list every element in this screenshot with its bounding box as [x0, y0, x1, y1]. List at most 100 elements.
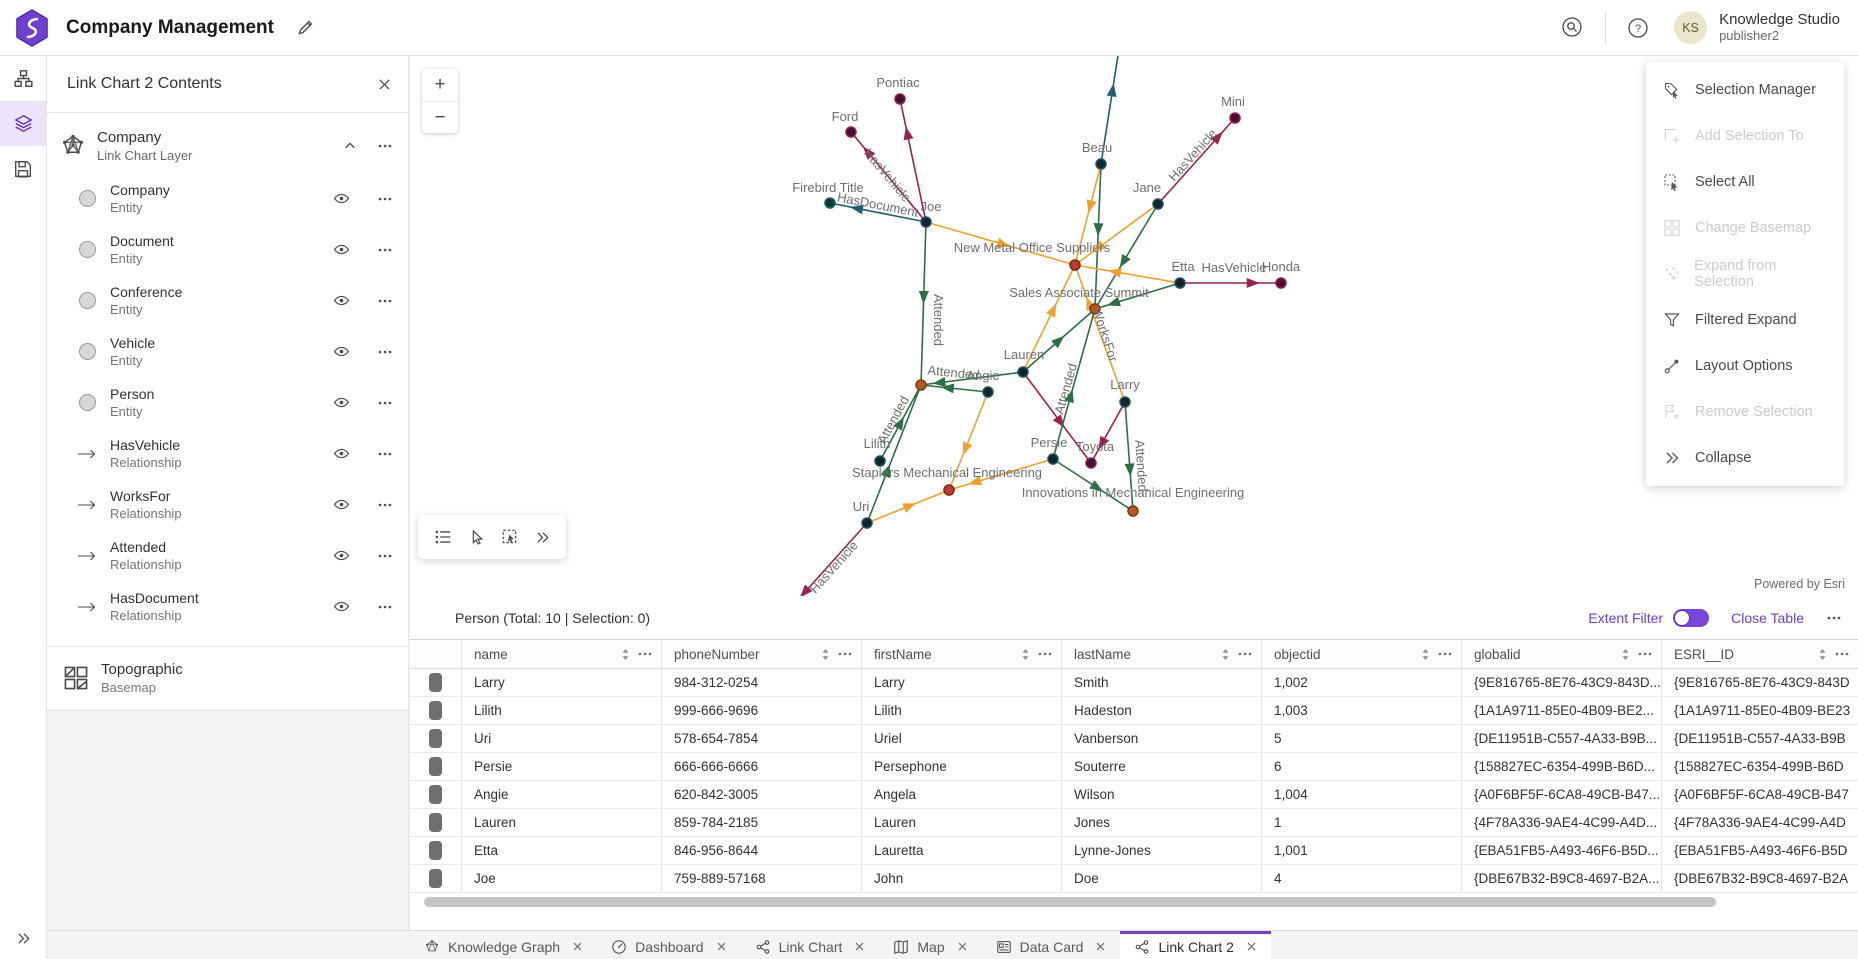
edge-worksfor[interactable] [1074, 264, 1181, 284]
tab-map[interactable]: Map [879, 931, 981, 959]
visibility-eye-icon[interactable] [333, 343, 350, 360]
edge-attended[interactable] [866, 384, 922, 524]
node-beau[interactable] [1095, 158, 1107, 170]
visibility-eye-icon[interactable] [333, 241, 350, 258]
tab-close-icon[interactable] [1095, 941, 1106, 952]
table-row[interactable]: Larry 984-312-0254 Larry Smith 1,002 {9E81676… [410, 669, 1858, 697]
row-checkbox[interactable] [429, 785, 442, 804]
item-options-dots-icon[interactable] [377, 548, 393, 564]
layer-item-vehicle[interactable]: Vehicle Entity [47, 326, 408, 377]
basemap-item[interactable]: Topographic Basemap [47, 647, 408, 711]
node-jane[interactable] [1152, 198, 1164, 210]
tab-data-card[interactable]: Data Card [982, 931, 1121, 959]
row-checkbox[interactable] [429, 757, 442, 776]
node-sas[interactable] [1089, 303, 1101, 315]
edge-attended[interactable] [1094, 163, 1102, 310]
data-model-icon[interactable] [0, 56, 46, 101]
layer-item-conference[interactable]: Conference Entity [47, 275, 408, 326]
layer-options-dots-icon[interactable] [377, 138, 393, 154]
column-header-phonenumber[interactable]: phoneNumber [662, 640, 862, 668]
tab-dashboard[interactable]: Dashboard [597, 931, 741, 959]
avatar[interactable]: KS [1674, 11, 1708, 44]
row-checkbox[interactable] [429, 673, 442, 692]
menu-item-collapse[interactable]: Collapse [1646, 435, 1844, 481]
layer-group-header[interactable]: Company Link Chart Layer [47, 113, 408, 173]
visibility-eye-icon[interactable] [333, 445, 350, 462]
help-icon[interactable]: ? [1616, 8, 1660, 48]
node-toyota[interactable] [1085, 457, 1097, 469]
link-chart-canvas[interactable]: Ford Pontiac Firebird Title Joe Beau Jane Mini… [410, 56, 1858, 596]
row-checkbox[interactable] [429, 701, 442, 720]
item-options-dots-icon[interactable] [377, 293, 393, 309]
extent-filter-label[interactable]: Extent Filter [1588, 609, 1664, 626]
menu-item-layout-options[interactable]: Layout Options [1646, 343, 1844, 389]
sort-icon[interactable] [621, 648, 630, 661]
visibility-eye-icon[interactable] [333, 496, 350, 513]
table-row[interactable]: Joe 759-889-57168 John Doe 4 {DBE67B32-B9C8-4… [410, 865, 1858, 893]
item-options-dots-icon[interactable] [377, 191, 393, 207]
edge-hasvehicle[interactable] [1090, 401, 1126, 464]
node-pontiac[interactable] [894, 93, 906, 105]
row-checkbox[interactable] [429, 729, 442, 748]
horizontal-scrollbar[interactable] [424, 897, 1716, 907]
column-options-dots-icon[interactable] [1637, 646, 1653, 662]
edge-hasvehicle[interactable] [899, 98, 927, 223]
tab-link-chart-2[interactable]: Link Chart 2 [1120, 931, 1271, 959]
save-icon[interactable] [0, 146, 46, 191]
edge-hasvehicle[interactable] [778, 522, 868, 596]
close-table-button[interactable]: Close Table [1731, 609, 1804, 626]
node-conf1[interactable] [915, 379, 927, 391]
table-row[interactable]: Etta 846-956-8644 Lauretta Lynne-Jones 1,001… [410, 837, 1858, 865]
node-larry[interactable] [1119, 396, 1131, 408]
column-header-esri__id[interactable]: ESRI__ID [1662, 640, 1858, 668]
item-options-dots-icon[interactable] [377, 497, 393, 513]
node-ford[interactable] [845, 126, 857, 138]
item-options-dots-icon[interactable] [377, 242, 393, 258]
edge-attended[interactable] [1052, 308, 1096, 460]
layer-item-company[interactable]: Company Entity [47, 173, 408, 224]
node-uri[interactable] [861, 517, 873, 529]
edge-attended[interactable] [1124, 401, 1134, 512]
item-options-dots-icon[interactable] [377, 446, 393, 462]
tab-close-icon[interactable] [572, 941, 583, 952]
column-options-dots-icon[interactable] [637, 646, 653, 662]
expand-rail-icon[interactable] [0, 923, 46, 953]
layer-item-hasvehicle[interactable]: HasVehicle Relationship [47, 428, 408, 479]
tab-link-chart[interactable]: Link Chart [741, 931, 880, 959]
sort-icon[interactable] [1021, 648, 1030, 661]
node-firebird[interactable] [824, 197, 836, 209]
table-row[interactable]: Uri 578-654-7854 Uriel Vanberson 5 {DE11951B-… [410, 725, 1858, 753]
node-joe[interactable] [920, 216, 932, 228]
edge-worksfor[interactable] [1074, 203, 1159, 266]
close-panel-icon[interactable] [377, 77, 392, 92]
edge-hasdocument[interactable] [1100, 56, 1122, 165]
edge-worksfor[interactable] [948, 391, 989, 491]
tab-knowledge-graph[interactable]: Knowledge Graph [410, 931, 597, 959]
toolbar-expand-icon[interactable] [535, 530, 550, 545]
row-checkbox[interactable] [429, 813, 442, 832]
column-options-dots-icon[interactable] [1237, 646, 1253, 662]
select-by-rectangle-icon[interactable] [501, 528, 519, 546]
tab-close-icon[interactable] [854, 941, 865, 952]
sort-icon[interactable] [1221, 648, 1230, 661]
edge-hasdocument[interactable] [829, 202, 927, 223]
node-nmos[interactable] [1069, 259, 1081, 271]
node-angie[interactable] [982, 386, 994, 398]
layer-item-worksfor[interactable]: WorksFor Relationship [47, 479, 408, 530]
menu-item-select-all[interactable]: Select All [1646, 159, 1844, 205]
menu-item-selection-manager[interactable]: Selection Manager [1646, 67, 1844, 113]
node-honda[interactable] [1275, 277, 1287, 289]
tab-close-icon[interactable] [1246, 941, 1257, 952]
layers-icon[interactable] [0, 101, 46, 146]
visibility-eye-icon[interactable] [333, 190, 350, 207]
row-checkbox[interactable] [429, 841, 442, 860]
extent-filter-toggle[interactable] [1673, 608, 1710, 627]
edge-worksfor[interactable] [948, 458, 1054, 491]
item-options-dots-icon[interactable] [377, 344, 393, 360]
column-header-firstname[interactable]: firstName [862, 640, 1062, 668]
edge-attended[interactable] [920, 384, 989, 393]
legend-list-icon[interactable] [434, 528, 452, 546]
node-persie[interactable] [1047, 453, 1059, 465]
user-info[interactable]: Knowledge Studio publisher2 [1719, 11, 1840, 43]
node-lauren[interactable] [1017, 366, 1029, 378]
